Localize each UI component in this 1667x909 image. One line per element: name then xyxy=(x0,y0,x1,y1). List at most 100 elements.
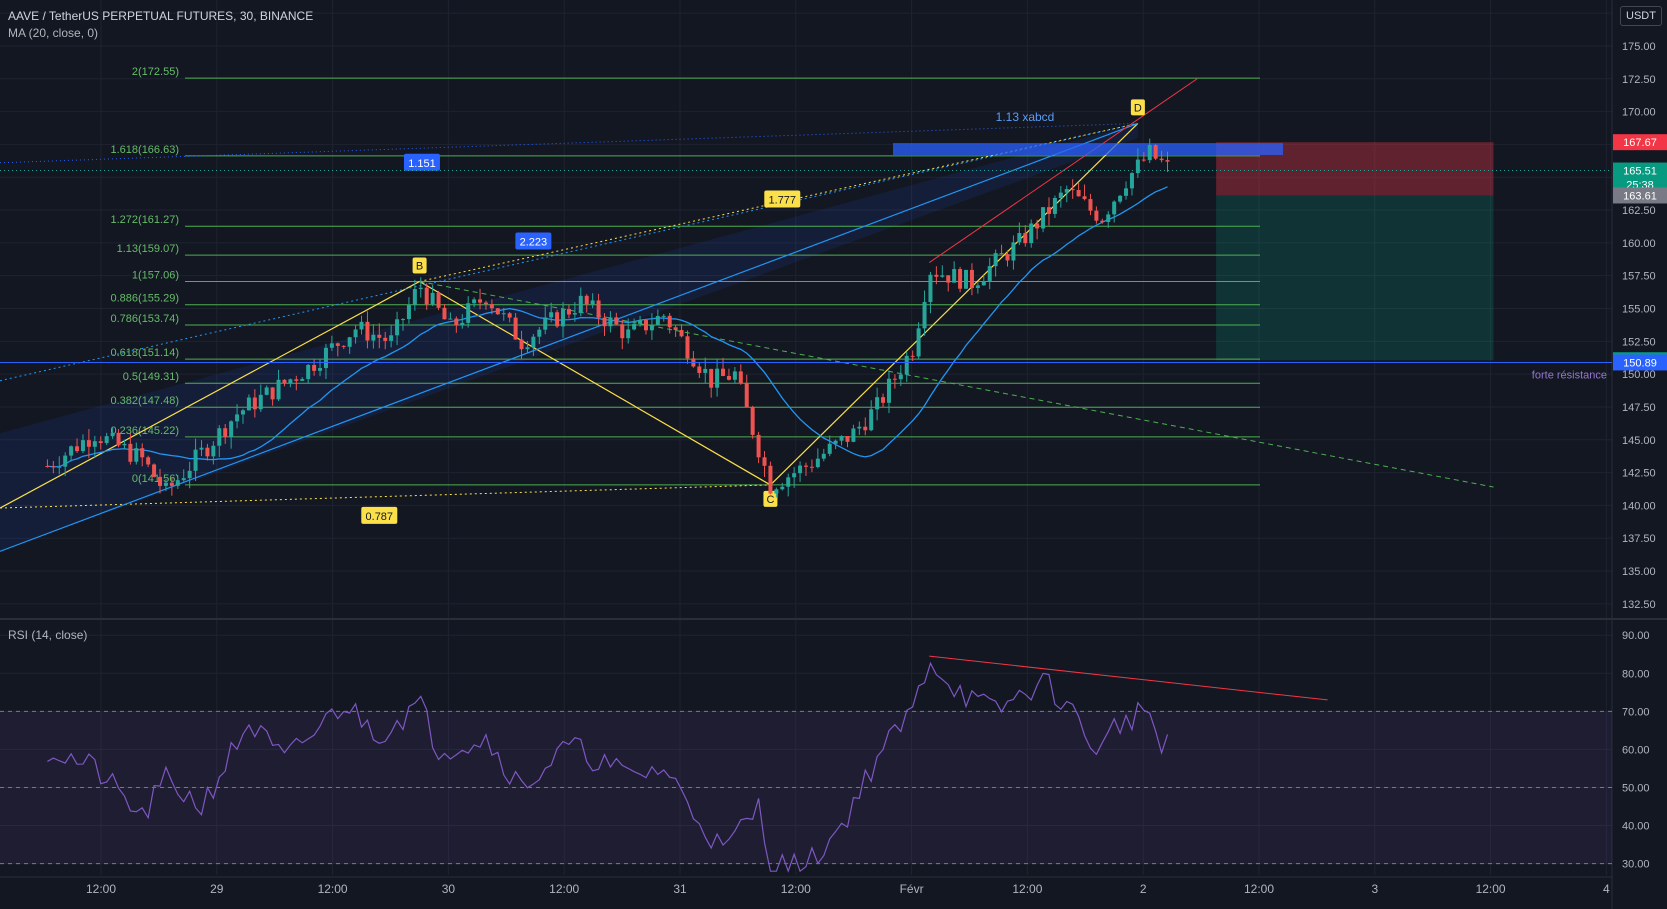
candle-body xyxy=(495,308,500,315)
candle-body xyxy=(1064,189,1069,193)
rsi-line xyxy=(47,661,1169,873)
currency-selector[interactable]: USDT xyxy=(1620,6,1662,26)
d-zone-box xyxy=(893,143,1283,155)
candle-body xyxy=(881,397,886,403)
candle-body xyxy=(122,443,127,446)
candle-body xyxy=(246,397,251,411)
xabcd-label: 1.13 xabcd xyxy=(996,110,1055,124)
candle-body xyxy=(92,441,97,447)
candle-body xyxy=(152,464,157,477)
candle-body xyxy=(1058,192,1063,199)
candles-layer xyxy=(45,138,1170,498)
candle-body xyxy=(69,446,74,456)
candle-body xyxy=(75,446,80,452)
candle-body xyxy=(1023,233,1028,244)
candle-body xyxy=(863,426,868,431)
stop-price-tag xyxy=(1613,134,1667,151)
candle-body xyxy=(685,336,690,359)
candle-body xyxy=(555,312,560,327)
xc-connector xyxy=(0,484,771,509)
pattern-point-D xyxy=(1130,99,1145,116)
ratio-label: 1.151 xyxy=(408,158,436,170)
candle-body xyxy=(934,274,939,277)
time-tick-label: 12:00 xyxy=(1476,882,1506,896)
candle-body xyxy=(1100,220,1105,223)
candle-body xyxy=(418,287,423,290)
time-tick-label: 12:00 xyxy=(1012,882,1042,896)
fib-level-label: 0.236(145.22) xyxy=(111,425,180,437)
candle-body xyxy=(738,371,743,384)
candle-body xyxy=(602,317,607,327)
candle-body xyxy=(620,324,625,339)
candle-body xyxy=(1052,198,1057,214)
candle-body xyxy=(401,319,405,321)
overlay-layer: forte résistance xyxy=(0,122,1612,381)
pattern-point-B xyxy=(412,257,427,274)
price-tick-label: 160.00 xyxy=(1622,238,1656,250)
candle-body xyxy=(193,449,198,471)
candle-body xyxy=(341,345,346,347)
time-tick-label: 12:00 xyxy=(86,882,116,896)
fib-retracement[interactable]: 2(172.55) 1.618(166.63) 1.272(161.27) 1.13(… xyxy=(111,66,1261,486)
candle-body xyxy=(987,266,992,281)
candle-body xyxy=(134,448,139,462)
candle-body xyxy=(525,347,530,350)
ratio-badge xyxy=(515,232,552,250)
candle-body xyxy=(833,440,838,444)
candle-body xyxy=(910,355,915,357)
candle-body xyxy=(875,397,880,410)
price-tick-label: 137.50 xyxy=(1622,533,1656,545)
fib-level-label: 2(172.55) xyxy=(132,66,179,78)
candle-body xyxy=(792,473,797,478)
price-tick-label: 152.50 xyxy=(1622,336,1656,348)
candle-body xyxy=(543,317,548,330)
candle-body xyxy=(442,307,447,320)
candle-body xyxy=(993,253,998,267)
candle-body xyxy=(329,343,334,348)
xd-line xyxy=(0,122,1139,552)
candle-body xyxy=(229,421,234,438)
ratio-label: 0.787 xyxy=(366,511,394,523)
candle-body xyxy=(584,295,589,305)
fib-level-label: 0(141.56) xyxy=(132,473,179,485)
candle-body xyxy=(780,486,785,490)
time-tick-label: 3 xyxy=(1371,882,1378,896)
xd-upper-dotted xyxy=(0,122,1138,164)
time-tick-label: 30 xyxy=(442,882,456,896)
candle-body xyxy=(1070,189,1075,191)
candle-body xyxy=(205,447,210,457)
rsi-divergence-line xyxy=(929,655,1328,701)
time-tick-label: 4 xyxy=(1603,882,1610,896)
rsi-tick-label: 30.00 xyxy=(1622,859,1650,871)
candle-body xyxy=(940,275,945,277)
price-tick-label: 135.00 xyxy=(1622,566,1656,578)
candle-body xyxy=(235,414,240,422)
candle-body xyxy=(507,313,512,318)
resistance-price-tag xyxy=(1613,354,1667,371)
candle-body xyxy=(104,436,109,444)
candle-body xyxy=(110,432,115,437)
candle-body xyxy=(436,292,441,308)
target-zone xyxy=(1216,195,1494,361)
candle-body xyxy=(116,432,121,446)
entry-price-tag-text: 163.61 xyxy=(1623,190,1657,202)
candle-body xyxy=(958,269,963,289)
fib-level-label: 0.382(147.48) xyxy=(111,395,180,407)
candle-body xyxy=(158,476,163,486)
candle-body xyxy=(306,364,311,380)
candle-body xyxy=(1106,214,1111,223)
candle-body xyxy=(649,324,654,331)
candle-body xyxy=(916,328,921,357)
candle-body xyxy=(276,379,281,400)
time-tick-label: 29 xyxy=(210,882,224,896)
candle-body xyxy=(323,347,328,369)
fib-level-label: 0.618(151.14) xyxy=(111,347,180,359)
pattern-point-label: D xyxy=(1134,102,1142,114)
candle-body xyxy=(80,440,85,452)
candle-body xyxy=(128,443,133,462)
candle-body xyxy=(489,304,494,309)
pattern-point-label: C xyxy=(766,494,774,506)
candle-body xyxy=(537,329,542,337)
